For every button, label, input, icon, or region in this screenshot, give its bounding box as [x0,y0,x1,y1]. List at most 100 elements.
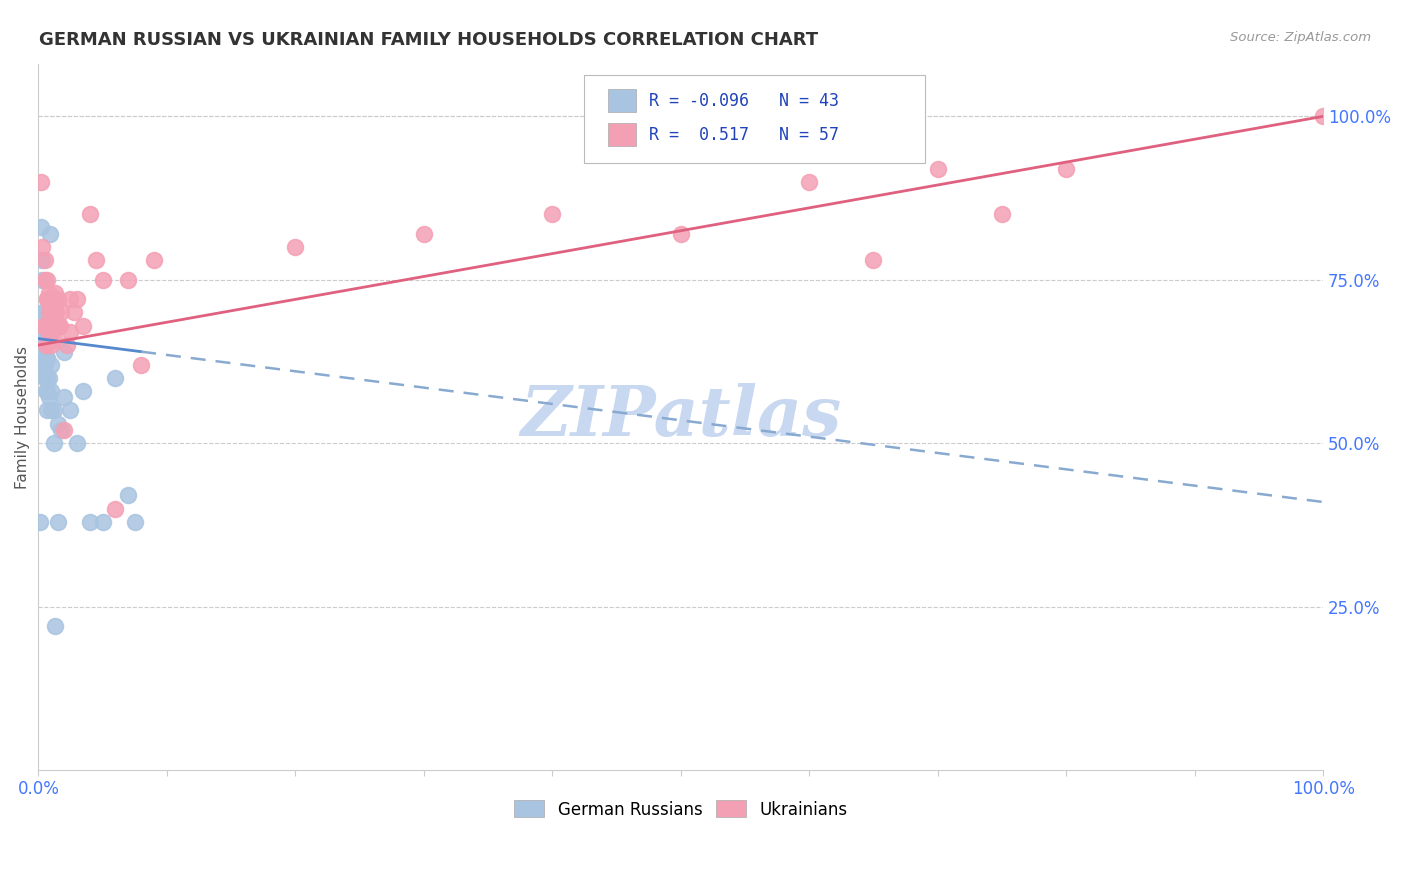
Legend: German Russians, Ukrainians: German Russians, Ukrainians [508,794,853,825]
Point [41,325,63,339]
Point [37,338,59,352]
Point [42,305,65,319]
Point [31,240,53,254]
Point [39,318,62,333]
Point [1054,161,1077,176]
Point [46,318,69,333]
Text: GERMAN RUSSIAN VS UKRAINIAN FAMILY HOUSEHOLDS CORRELATION CHART: GERMAN RUSSIAN VS UKRAINIAN FAMILY HOUSE… [39,31,818,49]
Point [91,515,114,529]
Point [124,515,146,529]
Point [44,619,66,633]
Point [41,305,63,319]
Point [35,332,58,346]
Point [143,253,166,268]
Point [799,175,821,189]
Point [669,227,692,241]
Point [35,351,58,366]
Point [284,240,307,254]
Point [66,293,89,307]
Point [862,253,884,268]
Point [38,391,60,405]
Point [34,305,56,319]
Point [51,305,73,319]
Point [34,273,56,287]
Point [541,207,564,221]
Point [51,423,73,437]
Point [32,344,55,359]
Point [38,299,60,313]
Point [44,285,66,300]
Point [48,318,70,333]
Point [44,318,66,333]
FancyBboxPatch shape [607,89,636,112]
Point [79,515,101,529]
Point [42,332,65,346]
Point [46,293,69,307]
Text: R = -0.096   N = 43: R = -0.096 N = 43 [648,92,838,110]
Point [34,371,56,385]
Point [38,318,60,333]
Point [30,175,52,189]
Point [59,293,82,307]
Point [39,403,62,417]
Point [59,325,82,339]
Text: Source: ZipAtlas.com: Source: ZipAtlas.com [1230,31,1371,45]
Point [46,417,69,431]
Point [991,207,1014,221]
Point [53,391,76,405]
Point [37,293,59,307]
Point [129,358,152,372]
Point [44,293,66,307]
Point [38,227,60,241]
FancyBboxPatch shape [585,75,925,163]
Text: R =  0.517   N = 57: R = 0.517 N = 57 [648,126,838,144]
Y-axis label: Family Households: Family Households [15,345,30,489]
Point [38,285,60,300]
Point [59,403,82,417]
Point [34,325,56,339]
Point [45,305,67,319]
Point [412,227,434,241]
Point [39,338,62,352]
Point [38,293,60,307]
Point [30,358,52,372]
Point [38,325,60,339]
Point [39,318,62,333]
Point [49,318,72,333]
Point [66,436,89,450]
Point [104,371,127,385]
Point [35,384,58,398]
Point [38,305,60,319]
Point [32,318,55,333]
Point [38,371,60,385]
Point [31,273,53,287]
Point [72,384,94,398]
Point [117,273,139,287]
Point [35,318,58,333]
FancyBboxPatch shape [607,123,636,146]
Point [28,515,51,529]
Point [42,436,65,450]
Point [37,351,59,366]
Point [35,338,58,352]
Point [72,318,94,333]
Point [117,488,139,502]
Point [37,403,59,417]
Point [39,384,62,398]
Point [79,207,101,221]
Point [46,515,69,529]
Point [32,305,55,319]
Point [30,220,52,235]
Point [37,273,59,287]
Point [91,273,114,287]
Point [53,344,76,359]
Point [1312,109,1334,123]
Point [37,293,59,307]
Point [34,338,56,352]
Point [39,318,62,333]
Point [42,403,65,417]
Point [927,161,949,176]
Point [63,305,86,319]
Text: ZIPatlas: ZIPatlas [520,384,841,450]
Point [34,253,56,268]
